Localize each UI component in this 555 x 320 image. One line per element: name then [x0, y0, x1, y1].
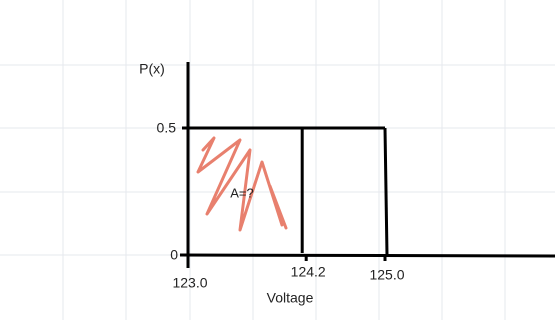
- x-tick-label: 123.0: [172, 275, 207, 291]
- shaded-area: [196, 136, 288, 232]
- x-tick-label: 125.0: [369, 267, 404, 283]
- y-axis-label: P(x): [139, 61, 165, 77]
- x-axis-label: Voltage: [267, 290, 314, 306]
- x-tick-label: 124.2: [291, 264, 326, 280]
- density-right-edge: [383, 127, 389, 256]
- annotation: A=?: [230, 185, 254, 200]
- x-axis: [179, 253, 555, 258]
- y-tick-label: 0.5: [157, 120, 177, 136]
- y-tick-label: 0: [170, 247, 178, 263]
